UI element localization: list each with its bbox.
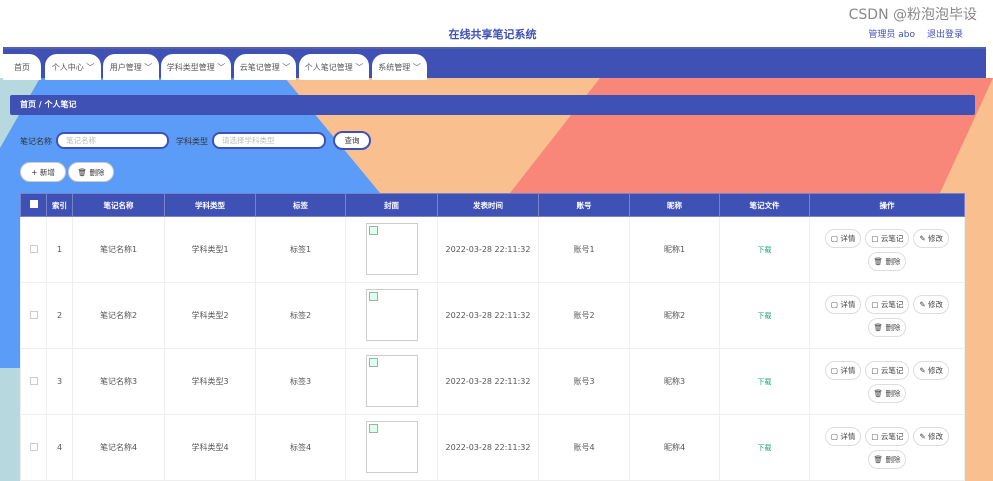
cell-index: 3 (46, 348, 73, 415)
cell-tag: 标签4 (255, 414, 346, 481)
download-link[interactable]: 下载 (757, 377, 772, 386)
cell-publish-time: 2022-03-28 22:11:32 (437, 216, 539, 283)
detail-button[interactable]: ▢ 详情 (824, 294, 862, 314)
cell-subject-type: 学科类型3 (164, 348, 256, 415)
col-cover: 封面 (345, 193, 438, 217)
download-link[interactable]: 下载 (757, 311, 772, 320)
edit-button[interactable]: ✎ 修改 (913, 360, 950, 380)
subject-type-label: 学科类型 (176, 137, 208, 146)
cell-index: 4 (46, 414, 73, 481)
cell-account: 账号4 (538, 414, 630, 481)
delete-button[interactable]: 🗑 删除 (867, 317, 907, 337)
cell-nickname: 昵称3 (629, 348, 720, 415)
cell-publish-time: 2022-03-28 22:11:32 (437, 348, 539, 415)
cell-account: 账号3 (538, 348, 630, 415)
download-link[interactable]: 下载 (757, 245, 772, 254)
row-checkbox[interactable] (29, 442, 38, 451)
cell-subject-type: 学科类型1 (164, 216, 256, 283)
watermark: CSDN @粉泡泡毕设 (848, 7, 977, 23)
cell-nickname: 昵称4 (629, 414, 720, 481)
select-all-checkbox[interactable] (29, 200, 38, 208)
detail-button[interactable]: ▢ 详情 (824, 426, 862, 446)
batch-delete-button[interactable]: 🗑 删除 (68, 162, 114, 182)
nav-personal-note-management[interactable]: 个人笔记管理 ﹀ (299, 54, 369, 80)
app-title: 在线共享笔记系统 (448, 28, 537, 41)
notes-table: 索引 笔记名称 学科类型 标签 封面 发表时间 账号 昵称 笔记文件 操作 1 … (20, 193, 965, 481)
nav-personal-center[interactable]: 个人中心 ﹀ (45, 54, 101, 80)
row-checkbox[interactable] (29, 376, 38, 385)
table-row: 4 笔记名称4 学科类型4 标签4 2022-03-28 22:11:32 账号… (20, 414, 965, 481)
cover-image (365, 288, 418, 341)
cell-note-name: 笔记名称2 (72, 282, 165, 349)
nav-user-management[interactable]: 用户管理 ﹀ (103, 54, 159, 80)
nav-home[interactable]: 首页 (3, 54, 41, 80)
cell-index: 2 (46, 282, 73, 349)
cell-account: 账号1 (538, 216, 630, 283)
col-note-file: 笔记文件 (719, 193, 810, 217)
cell-publish-time: 2022-03-28 22:11:32 (437, 282, 539, 349)
cell-publish-time: 2022-03-28 22:11:32 (437, 414, 539, 481)
col-index: 索引 (46, 193, 73, 217)
cell-nickname: 昵称1 (629, 216, 720, 283)
edit-button[interactable]: ✎ 修改 (913, 228, 950, 248)
cell-subject-type: 学科类型2 (164, 282, 256, 349)
col-subject-type: 学科类型 (164, 193, 256, 217)
cell-note-name: 笔记名称4 (72, 414, 165, 481)
table-row: 3 笔记名称3 学科类型3 标签3 2022-03-28 22:11:32 账号… (20, 348, 965, 415)
edit-button[interactable]: ✎ 修改 (913, 426, 950, 446)
cover-image (365, 420, 418, 473)
top-header: 在线共享笔记系统 管理员 abo 退出登录 (0, 0, 993, 47)
cell-tag: 标签1 (255, 216, 346, 283)
col-publish-time: 发表时间 (437, 193, 539, 217)
detail-button[interactable]: ▢ 详情 (824, 360, 862, 380)
col-account: 账号 (538, 193, 630, 217)
edit-button[interactable]: ✎ 修改 (913, 294, 950, 314)
detail-button[interactable]: ▢ 详情 (824, 228, 862, 248)
cell-subject-type: 学科类型4 (164, 414, 256, 481)
cloud-note-button[interactable]: ▢ 云笔记 (865, 228, 910, 248)
cover-image (365, 354, 418, 407)
col-tag: 标签 (255, 193, 346, 217)
cell-tag: 标签3 (255, 348, 346, 415)
nav-subject-type-management[interactable]: 学科类型管理 ﹀ (161, 54, 231, 80)
cover-image (365, 222, 418, 275)
cloud-note-button[interactable]: ▢ 云笔记 (865, 426, 910, 446)
user-area: 管理员 abo 退出登录 (856, 27, 963, 40)
table-row: 1 笔记名称1 学科类型1 标签1 2022-03-28 22:11:32 账号… (20, 216, 965, 283)
download-link[interactable]: 下载 (757, 443, 772, 452)
cloud-note-button[interactable]: ▢ 云笔记 (865, 294, 910, 314)
main-nav: 首页 个人中心 ﹀ 用户管理 ﹀ 学科类型管理 ﹀ 云笔记管理 ﹀ 个人笔记管理… (3, 47, 986, 80)
logout-link[interactable]: 退出登录 (926, 30, 963, 40)
cell-index: 1 (46, 216, 73, 283)
user-name: 管理员 abo (868, 30, 915, 40)
cloud-note-button[interactable]: ▢ 云笔记 (865, 360, 910, 380)
query-button[interactable]: 查询 (333, 131, 371, 150)
cell-note-name: 笔记名称1 (72, 216, 165, 283)
nav-system-management[interactable]: 系统管理 ﹀ (372, 54, 427, 80)
delete-button[interactable]: 🗑 删除 (867, 383, 907, 403)
note-name-input[interactable]: 笔记名称 (56, 132, 169, 149)
cell-account: 账号2 (538, 282, 630, 349)
row-checkbox[interactable] (29, 310, 38, 319)
row-checkbox[interactable] (29, 244, 38, 253)
col-note-name: 笔记名称 (72, 193, 165, 217)
breadcrumb: 首页 / 个人笔记 (10, 95, 975, 115)
delete-button[interactable]: 🗑 删除 (867, 449, 907, 469)
subject-type-select[interactable]: 请选择学科类型 (212, 132, 326, 149)
cell-tag: 标签2 (255, 282, 346, 349)
col-nickname: 昵称 (629, 193, 720, 217)
table-row: 2 笔记名称2 学科类型2 标签2 2022-03-28 22:11:32 账号… (20, 282, 965, 349)
col-actions: 操作 (809, 193, 965, 217)
add-button[interactable]: + 新增 (20, 162, 66, 182)
delete-button[interactable]: 🗑 删除 (867, 251, 907, 271)
note-name-label: 笔记名称 (20, 137, 52, 146)
cell-nickname: 昵称2 (629, 282, 720, 349)
nav-cloud-note-management[interactable]: 云笔记管理 ﹀ (234, 54, 296, 80)
cell-note-name: 笔记名称3 (72, 348, 165, 415)
